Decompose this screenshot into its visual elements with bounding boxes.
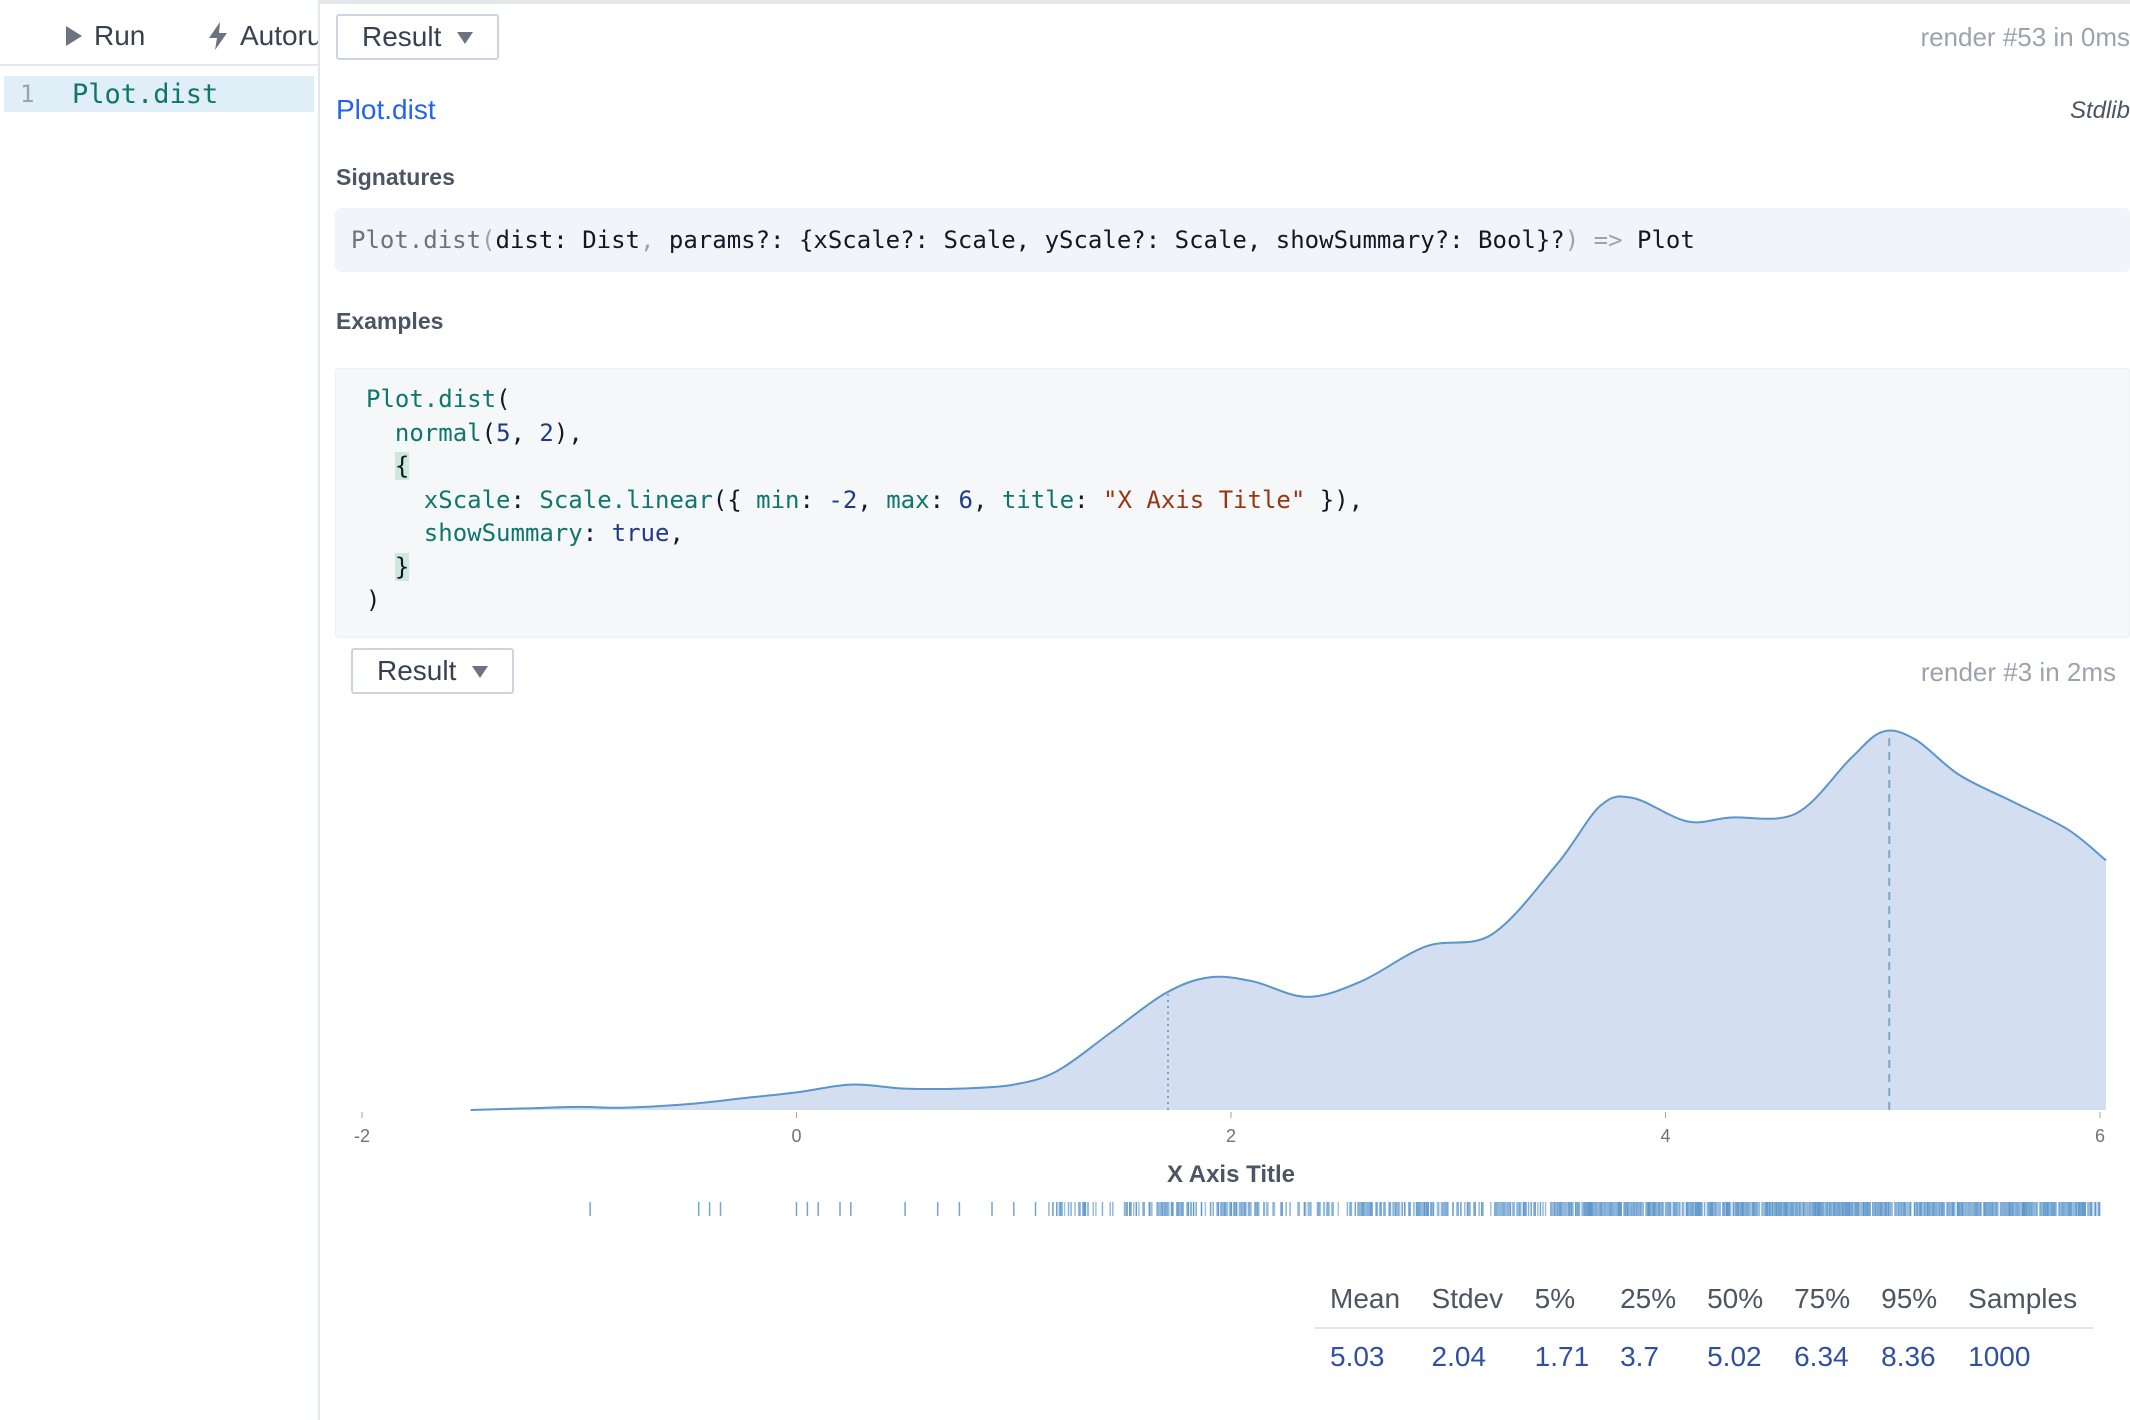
summary-value-1: 2.04 [1431,1341,1487,1372]
bolt-icon [208,22,228,50]
signature-return: Plot [1637,226,1695,254]
summary-value-5: 6.34 [1794,1341,1849,1372]
summary-header-5: 75% [1778,1280,1866,1329]
play-icon [66,26,82,46]
result-dropdown[interactable]: Result [336,14,500,60]
summary-header-0: Mean [1314,1280,1416,1329]
density-area [470,730,2107,1110]
editor-pane: Run Autorun 1 Plot.dist [0,0,320,1420]
example-code-block[interactable]: Plot.dist( normal(5, 2), { xScale: Scale… [335,368,2130,638]
summary-table: Mean Stdev 5% 25% 50% 75% 95% Samples 5.03 2.04 1… [1314,1280,2094,1373]
x-tick-label-1: 0 [791,1126,801,1146]
signature-first-param: dist: Dist [495,226,641,254]
summary-header-2: 5% [1518,1280,1605,1329]
caret-down-icon [472,666,489,678]
x-tick-label-2: 2 [1226,1126,1236,1146]
line-number: 1 [20,80,35,108]
code-text[interactable]: Plot.dist [72,78,219,110]
example-code[interactable]: Plot.dist( normal(5, 2), { xScale: Scale… [366,385,1364,614]
summary-value-7: 1000 [1968,1341,2031,1372]
summary-header-6: 95% [1865,1280,1953,1329]
signature-comma: , [640,226,655,254]
function-title[interactable]: Plot.dist [336,94,436,125]
summary-value-0: 5.03 [1330,1341,1385,1372]
summary-value-4: 5.02 [1707,1341,1762,1372]
signature-params: params?: {xScale?: Scale, yScale?: Scale… [654,226,1565,254]
distribution-chart: -2 0 2 4 6 X Axis Title [322,690,2130,1230]
examples-heading: Examples [336,308,444,334]
library-label: Stdlib [2069,97,2130,124]
signature-close-paren: ) [1564,226,1580,254]
summary-header-4: 50% [1691,1280,1779,1329]
signature-fn: Plot.dist [351,226,482,254]
signature-open-paren: ( [481,226,496,254]
summary-value-row: 5.03 2.04 1.71 3.7 5.02 6.34 8.36 1000 [1314,1328,2094,1373]
x-tick-label-3: 4 [1660,1126,1670,1146]
output-pane: Result render #53 in 0ms Plot.dist Stdli… [322,0,2130,1420]
summary-header-3: 25% [1604,1280,1692,1329]
summary-header-row: Mean Stdev 5% 25% 50% 75% 95% Samples [1314,1280,2094,1329]
summary-value-2: 1.71 [1534,1341,1590,1372]
result-label: Result [362,21,442,52]
summary-header-7: Samples [1952,1280,2094,1329]
example-render-info: render #3 in 2ms [1920,657,2116,687]
top-divider [0,0,2130,4]
run-label: Run [94,20,146,51]
signature-block: Plot.dist(dist: Dist, params?: {xScale?:… [335,208,2130,272]
summary-header-1: Stdev [1415,1280,1519,1329]
x-tick-label-4: 6 [2095,1126,2105,1146]
density-line [470,729,2107,1111]
autorun-label: Autorun [240,20,318,51]
example-result-label: Result [377,655,457,686]
example-result-dropdown[interactable]: Result [351,648,515,694]
summary-value-6: 8.36 [1881,1341,1936,1372]
signatures-heading: Signatures [336,164,455,190]
x-tick-label-0: -2 [354,1126,370,1146]
code-line[interactable]: 1 Plot.dist [4,76,314,112]
run-button[interactable]: Run [66,18,145,54]
x-axis-title: X Axis Title [1167,1161,1295,1188]
summary-value-3: 3.7 [1620,1341,1660,1372]
autorun-toggle[interactable]: Autorun [208,18,318,54]
chart-svg: -2 0 2 4 6 X Axis Title [354,729,2107,1216]
signature-arrow: => [1593,226,1623,254]
caret-down-icon [457,32,474,44]
editor-toolbar: Run Autorun [0,4,318,66]
render-info: render #53 in 0ms [1920,22,2130,52]
